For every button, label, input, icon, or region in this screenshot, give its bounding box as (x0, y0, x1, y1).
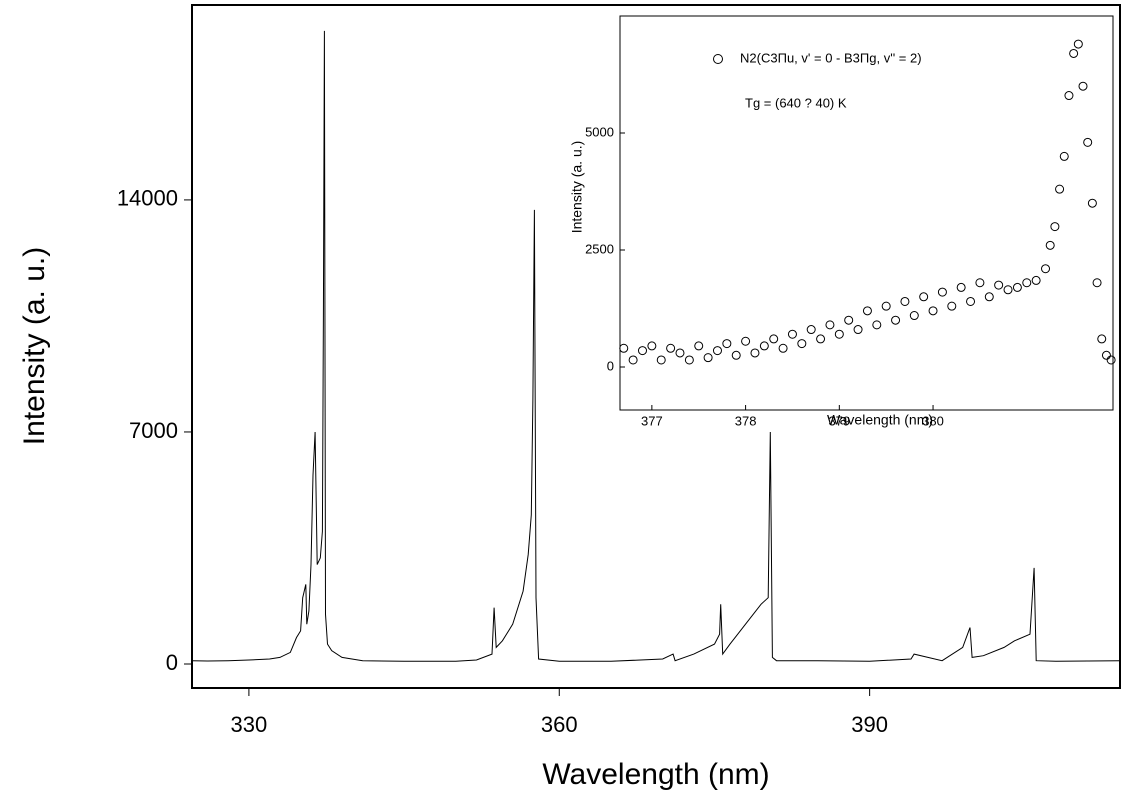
data-point (834, 329, 844, 339)
data-point (637, 346, 647, 356)
y-tick-label: 0 (166, 650, 178, 675)
data-point (1106, 355, 1116, 365)
x-tick-label: 378 (735, 413, 757, 428)
y-axis-label: Intensity (a. u.) (18, 247, 51, 445)
y-tick-label: 0 (607, 358, 614, 373)
data-point (1050, 222, 1060, 232)
data-point (1022, 278, 1032, 288)
plot-frame (619, 15, 1114, 411)
annotation: Tg = (640 ? 40) K (745, 95, 847, 110)
data-point (900, 296, 910, 306)
data-point (844, 315, 854, 325)
x-axis-label: Wavelength (nm) (542, 758, 769, 791)
y-tick-label: 14000 (117, 186, 178, 211)
data-point (872, 320, 882, 330)
data-point (778, 343, 788, 353)
data-point (966, 296, 976, 306)
legend-marker (713, 54, 723, 64)
data-point (816, 334, 826, 344)
legend-label: N2(C3Πu, v' = 0 - B3Πg, v'' = 2) (740, 50, 922, 65)
data-point (759, 341, 769, 351)
data-point (956, 282, 966, 292)
data-point (1031, 275, 1041, 285)
plot-1: 377 378 379 380 0 2500 5000 (585, 15, 1116, 428)
data-point (928, 306, 938, 316)
data-point (919, 292, 929, 302)
data-point (1041, 264, 1051, 274)
data-point (984, 292, 994, 302)
data-point (656, 355, 666, 365)
x-tick-label: 360 (541, 712, 578, 737)
data-point (853, 325, 863, 335)
x-tick-label: 379 (828, 413, 850, 428)
spectrum-line (191, 30, 1121, 662)
data-point (825, 320, 835, 330)
data-point (975, 278, 985, 288)
x-tick-label: 377 (641, 413, 663, 428)
data-point (797, 339, 807, 349)
data-point (1003, 285, 1013, 295)
data-point (909, 311, 919, 321)
data-point (1055, 184, 1065, 194)
inset-background (620, 16, 1113, 410)
data-point (1078, 81, 1088, 91)
data-point (666, 343, 676, 353)
data-point (806, 325, 816, 335)
data-point (1059, 151, 1069, 161)
data-point (712, 346, 722, 356)
data-point (750, 348, 760, 358)
x-tick-label: 380 (922, 413, 944, 428)
y-tick-label: 2500 (585, 241, 614, 256)
plot-0: 330 360 390 0 7000 14000 (117, 4, 1121, 737)
y-tick-label: 7000 (129, 418, 178, 443)
data-point (947, 301, 957, 311)
data-point (1083, 137, 1093, 147)
data-point (1064, 91, 1074, 101)
data-point (769, 334, 779, 344)
data-point (862, 306, 872, 316)
data-point (741, 336, 751, 346)
data-point (1012, 282, 1022, 292)
data-point (694, 341, 704, 351)
data-point (994, 280, 1004, 290)
data-point (891, 315, 901, 325)
x-tick-label: 390 (851, 712, 888, 737)
data-point (1073, 39, 1083, 49)
data-point (675, 348, 685, 358)
y-tick-label: 5000 (585, 124, 614, 139)
data-point (1069, 48, 1079, 58)
data-point (881, 301, 891, 311)
inset-y-axis-label: Intensity (a. u.) (569, 141, 585, 234)
data-point (1101, 350, 1111, 360)
inset-x-axis-label: Wavelength (nm) (827, 412, 933, 428)
data-point (628, 355, 638, 365)
plot-frame (191, 4, 1121, 689)
data-point (1045, 240, 1055, 250)
data-point (787, 329, 797, 339)
data-point (647, 341, 657, 351)
data-point (1087, 198, 1097, 208)
data-point (684, 355, 694, 365)
x-tick-label: 330 (231, 712, 268, 737)
data-point (722, 339, 732, 349)
data-point (1092, 278, 1102, 288)
data-point (937, 287, 947, 297)
data-point (731, 350, 741, 360)
data-point (703, 353, 713, 363)
data-point (1097, 334, 1107, 344)
